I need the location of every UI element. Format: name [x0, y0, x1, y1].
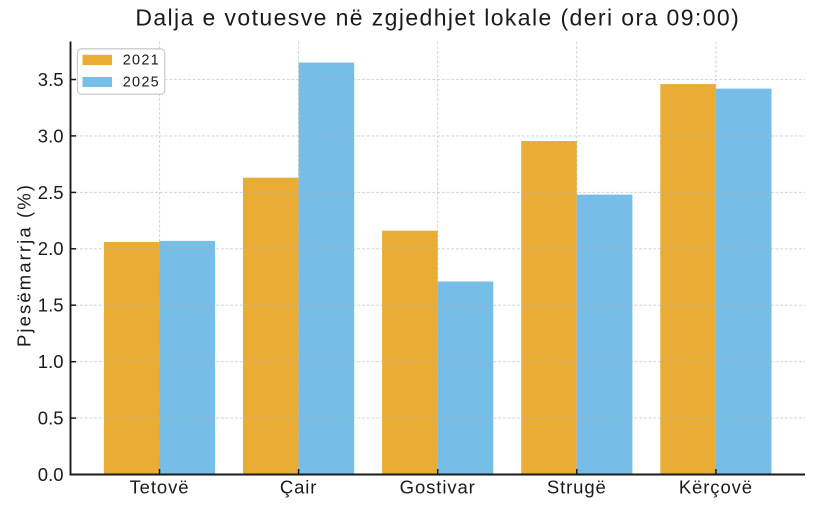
- svg-text:2.0: 2.0: [38, 238, 64, 259]
- svg-text:Kërçovë: Kërçovë: [679, 477, 753, 498]
- svg-text:Dalja e votuesve në zgjedhjet: Dalja e votuesve në zgjedhjet lokale (de…: [135, 5, 740, 31]
- svg-text:2021: 2021: [123, 53, 160, 69]
- svg-text:Tetovë: Tetovë: [130, 477, 190, 498]
- svg-text:Strugë: Strugë: [547, 477, 607, 498]
- svg-text:3.0: 3.0: [38, 125, 64, 146]
- svg-text:Çair: Çair: [280, 477, 318, 498]
- svg-text:3.5: 3.5: [38, 69, 64, 90]
- svg-text:Gostivar: Gostivar: [400, 477, 476, 498]
- svg-text:0.5: 0.5: [38, 408, 64, 429]
- svg-text:1.0: 1.0: [38, 351, 64, 372]
- svg-text:Pjesëmarrja (%): Pjesëmarrja (%): [13, 183, 34, 347]
- svg-text:1.5: 1.5: [38, 295, 64, 316]
- svg-text:2025: 2025: [123, 75, 160, 91]
- svg-text:2.5: 2.5: [38, 182, 64, 203]
- svg-text:0.0: 0.0: [38, 464, 64, 485]
